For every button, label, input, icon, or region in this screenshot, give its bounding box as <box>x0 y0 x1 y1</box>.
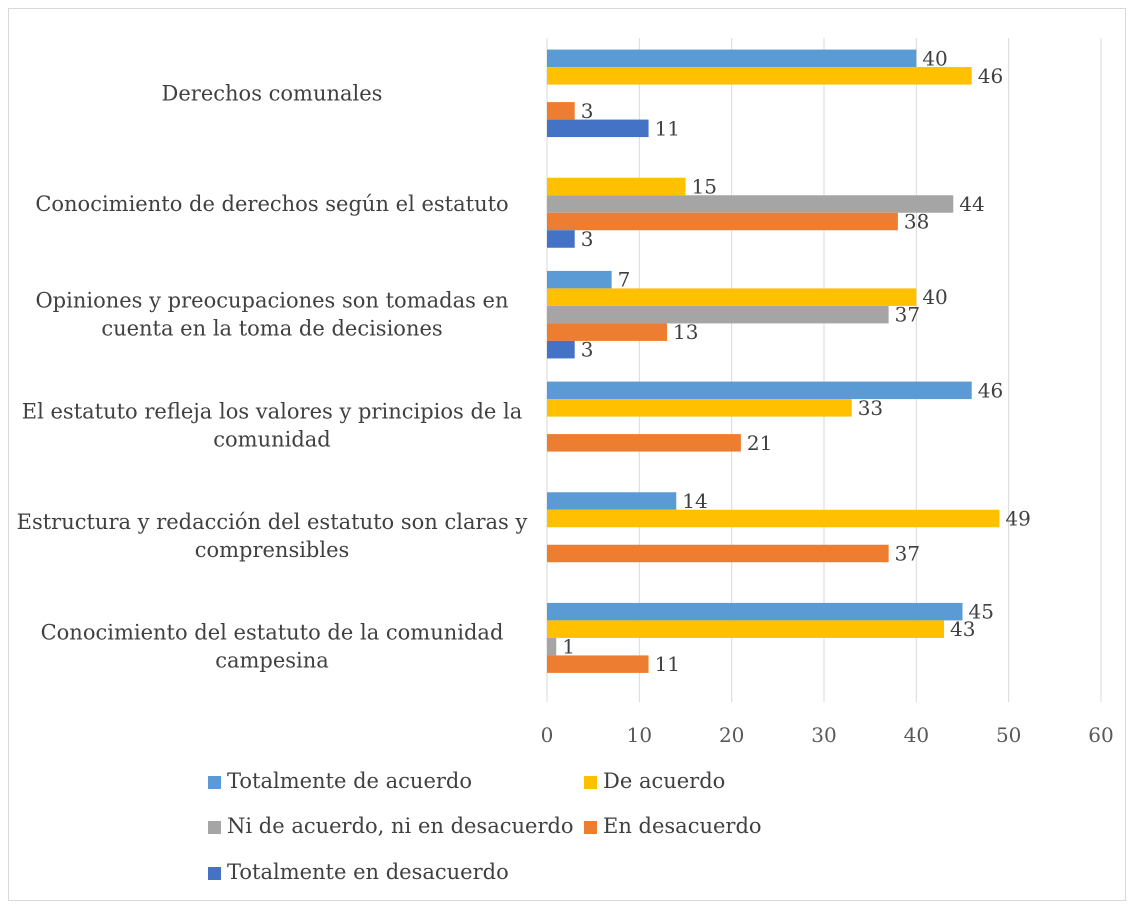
chart-frame <box>8 8 1126 901</box>
bar-de-acuerdo <box>547 509 1000 528</box>
category-label: El estatuto refleja los valores y princi… <box>22 399 522 451</box>
data-label: 3 <box>581 99 594 123</box>
bar-de-acuerdo <box>547 620 945 638</box>
data-label: 15 <box>692 175 717 199</box>
data-label: 37 <box>895 542 920 566</box>
data-label: 13 <box>673 320 698 344</box>
bar-de-acuerdo <box>547 288 917 306</box>
x-tick-label: 40 <box>904 723 929 747</box>
category-label: Conocimiento de derechos según el estatu… <box>35 192 508 216</box>
bar-totalmente-de-acuerdo <box>547 49 917 68</box>
bar-ni-de-acuerdo-ni-en-desacuerdo <box>547 195 954 213</box>
bar-ni-de-acuerdo-ni-en-desacuerdo <box>547 305 889 324</box>
x-tick-label: 10 <box>627 723 652 747</box>
data-label: 7 <box>618 268 631 292</box>
legend-swatch <box>208 867 221 880</box>
legend-label: Totalmente de acuerdo <box>227 769 472 793</box>
data-label: 1 <box>562 635 575 659</box>
bar-ni-de-acuerdo-ni-en-desacuerdo <box>547 637 557 656</box>
bar-en-desacuerdo <box>547 102 575 120</box>
legend-label: De acuerdo <box>603 769 725 793</box>
data-label: 38 <box>904 210 929 234</box>
category-label: Estructura y redacción del estatuto son … <box>17 510 528 562</box>
x-tick-label: 20 <box>719 723 744 747</box>
bar-en-desacuerdo <box>547 434 741 452</box>
bar-de-acuerdo <box>547 67 972 85</box>
data-label: 21 <box>747 431 772 455</box>
category-label: Opiniones y preocupaciones son tomadas e… <box>35 289 508 341</box>
bar-totalmente-de-acuerdo <box>547 492 677 510</box>
data-label: 46 <box>978 378 1003 402</box>
data-label: 37 <box>895 303 920 327</box>
legend-label: En desacuerdo <box>603 814 762 838</box>
bar-en-desacuerdo <box>547 212 898 231</box>
legend-swatch <box>208 821 221 834</box>
data-label: 45 <box>969 600 994 624</box>
bar-en-desacuerdo <box>547 655 649 673</box>
data-label: 44 <box>959 192 984 216</box>
bar-totalmente-de-acuerdo <box>547 270 612 289</box>
bar-totalmente-en-desacuerdo <box>547 340 575 359</box>
data-label: 3 <box>581 338 594 362</box>
data-label: 40 <box>922 285 947 309</box>
bar-de-acuerdo <box>547 177 686 196</box>
bar-totalmente-de-acuerdo <box>547 602 963 621</box>
x-tick-label: 30 <box>811 723 836 747</box>
x-tick-label: 50 <box>996 723 1021 747</box>
data-label: 46 <box>978 64 1003 88</box>
data-label: 11 <box>655 652 680 676</box>
data-label: 14 <box>682 489 707 513</box>
bar-totalmente-de-acuerdo <box>547 381 972 400</box>
data-label: 49 <box>1005 507 1030 531</box>
data-label: 43 <box>950 617 975 641</box>
bar-de-acuerdo <box>547 399 852 417</box>
bar-totalmente-en-desacuerdo <box>547 119 649 138</box>
x-tick-label: 0 <box>541 723 554 747</box>
data-label: 40 <box>922 46 947 70</box>
bar-totalmente-en-desacuerdo <box>547 230 575 248</box>
x-tick-label: 60 <box>1088 723 1113 747</box>
legend-swatch <box>208 776 221 789</box>
data-label: 11 <box>655 116 680 140</box>
bar-en-desacuerdo <box>547 544 889 563</box>
legend-label: Totalmente en desacuerdo <box>227 860 509 884</box>
legend-label: Ni de acuerdo, ni en desacuerdo <box>227 814 574 838</box>
data-label: 33 <box>858 396 883 420</box>
category-label: Conocimiento del estatuto de la comunida… <box>41 621 504 673</box>
legend-swatch <box>584 776 597 789</box>
bar-en-desacuerdo <box>547 323 668 341</box>
category-label: Derechos comunales <box>162 81 383 105</box>
legend-swatch <box>584 821 597 834</box>
data-label: 3 <box>581 227 594 251</box>
